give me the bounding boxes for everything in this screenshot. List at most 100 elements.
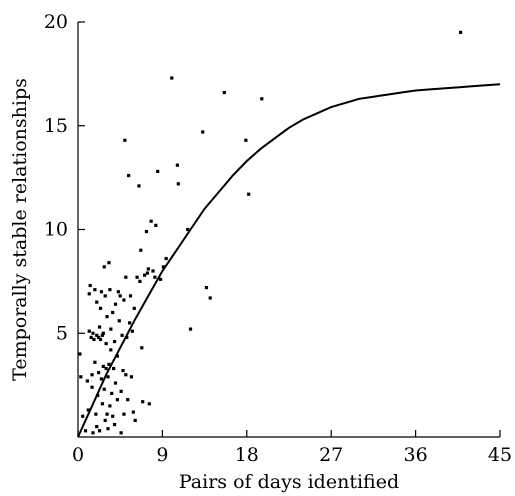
data-point	[176, 182, 180, 186]
y-tick-label: 10	[44, 219, 68, 241]
data-point	[100, 333, 104, 337]
data-point	[106, 375, 110, 379]
data-point	[91, 331, 95, 335]
data-point	[186, 227, 190, 232]
data-point	[93, 360, 97, 364]
axes	[77, 21, 501, 438]
data-point	[83, 429, 88, 433]
data-point	[164, 256, 168, 261]
data-point	[112, 339, 117, 344]
data-point	[111, 414, 115, 418]
data-point	[147, 402, 151, 406]
data-point	[97, 371, 101, 375]
x-tick-label: 18	[235, 444, 259, 466]
data-point	[126, 398, 130, 402]
data-point	[260, 97, 264, 101]
data-point	[132, 306, 136, 310]
data-point	[154, 223, 158, 227]
data-point	[128, 294, 133, 298]
data-point	[93, 288, 97, 292]
data-point	[85, 379, 89, 383]
y-tick-label: 20	[44, 11, 68, 33]
data-point	[98, 306, 103, 310]
data-point	[102, 265, 106, 269]
x-tick-label: 0	[72, 444, 84, 466]
data-point	[95, 300, 99, 304]
data-point	[141, 400, 145, 404]
data-point	[244, 138, 248, 142]
data-point	[117, 319, 121, 323]
data-point	[90, 385, 94, 389]
data-point	[122, 298, 126, 302]
data-point	[110, 391, 114, 396]
data-point	[145, 271, 149, 275]
data-point	[98, 337, 103, 342]
x-tick-label: 27	[319, 444, 343, 466]
data-point	[131, 410, 135, 414]
data-point	[88, 283, 92, 288]
x-tick-label: 36	[404, 444, 428, 466]
data-point	[161, 265, 165, 269]
data-point	[78, 352, 82, 356]
data-point	[89, 335, 93, 339]
data-point	[111, 310, 115, 315]
data-point	[90, 373, 94, 377]
data-point	[113, 381, 118, 385]
data-point	[146, 267, 150, 271]
data-point	[140, 346, 144, 350]
data-point	[92, 337, 96, 342]
data-point	[104, 366, 108, 371]
data-point	[87, 292, 91, 296]
y-axis-label: Temporally stable relationships	[9, 78, 31, 381]
data-point	[123, 138, 127, 142]
data-point	[133, 418, 137, 422]
data-point	[95, 333, 99, 337]
data-point	[124, 373, 128, 377]
data-point	[97, 335, 101, 339]
data-point	[103, 294, 107, 298]
data-point	[175, 163, 180, 167]
data-point	[127, 321, 132, 325]
tick-labels: 0 9 18 27 36 45 5 10 15 20	[44, 11, 512, 466]
data-point	[139, 248, 143, 252]
data-point	[222, 90, 226, 95]
data-point	[153, 275, 157, 279]
data-points	[78, 30, 463, 435]
data-point	[112, 422, 117, 427]
data-point	[158, 277, 163, 281]
data-point	[108, 404, 112, 408]
data-point	[115, 354, 119, 358]
data-point	[86, 408, 90, 412]
data-point	[135, 275, 139, 279]
data-point	[91, 431, 95, 435]
data-point	[97, 325, 102, 329]
data-point	[103, 418, 107, 422]
data-point	[101, 364, 105, 369]
data-point	[101, 331, 105, 335]
data-point	[107, 362, 111, 366]
data-point	[112, 366, 116, 371]
data-point	[121, 369, 125, 373]
x-tick-label: 45	[488, 444, 512, 466]
data-point	[118, 294, 122, 298]
data-point	[125, 335, 129, 339]
data-point	[124, 275, 128, 279]
data-point	[115, 398, 119, 402]
data-point	[119, 431, 123, 435]
data-point	[109, 348, 113, 352]
data-point	[122, 412, 126, 416]
data-point	[94, 412, 98, 416]
data-point	[119, 389, 123, 393]
data-point	[97, 429, 102, 433]
data-point	[113, 302, 118, 306]
x-axis-label: Pairs of days identified	[179, 471, 399, 493]
data-point	[107, 261, 111, 265]
data-point	[87, 329, 91, 333]
data-point	[459, 30, 463, 34]
data-point	[156, 169, 160, 173]
data-point	[151, 269, 155, 273]
data-point	[138, 279, 142, 283]
data-point	[170, 76, 174, 80]
data-point	[102, 387, 106, 391]
